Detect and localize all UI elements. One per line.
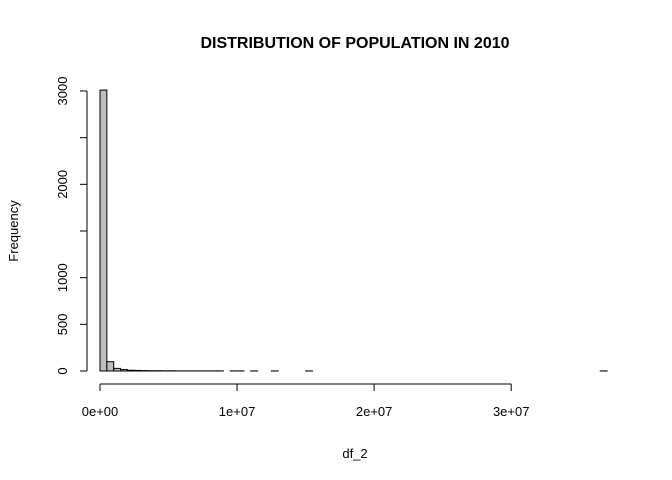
x-tick-label: 3e+07 xyxy=(493,404,530,419)
chart-title: DISTRIBUTION OF POPULATION IN 2010 xyxy=(200,35,509,52)
y-tick-label: 1000 xyxy=(55,263,70,292)
x-axis: 0e+00 1e+07 2e+07 3e+07 xyxy=(82,383,530,419)
histogram-bars xyxy=(99,89,608,372)
x-tick-label: 2e+07 xyxy=(356,404,393,419)
histogram-bar xyxy=(133,369,142,372)
histogram-bar xyxy=(120,369,128,372)
y-axis-label: Frequency xyxy=(6,200,21,262)
x-axis-label: df_2 xyxy=(342,446,367,461)
y-axis: 0 500 1000 2000 3000 xyxy=(55,77,88,375)
x-tick-label: 0e+00 xyxy=(82,404,119,419)
y-tick-label: 500 xyxy=(55,313,70,335)
y-tick-label: 0 xyxy=(55,367,70,374)
histogram-bar xyxy=(106,361,115,372)
histogram-bar xyxy=(113,367,122,372)
y-tick-label: 2000 xyxy=(55,170,70,199)
histogram-bar xyxy=(126,369,135,372)
x-tick-label: 1e+07 xyxy=(219,404,256,419)
y-tick-label: 3000 xyxy=(55,77,70,106)
histogram-bar xyxy=(99,89,108,372)
